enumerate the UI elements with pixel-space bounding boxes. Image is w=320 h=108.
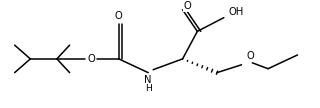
Text: O: O [115,11,123,21]
Text: N: N [144,75,152,85]
Text: O: O [87,54,95,64]
Text: O: O [184,1,191,11]
Text: O: O [246,51,254,61]
Text: OH: OH [228,7,243,17]
Text: H: H [145,84,152,93]
